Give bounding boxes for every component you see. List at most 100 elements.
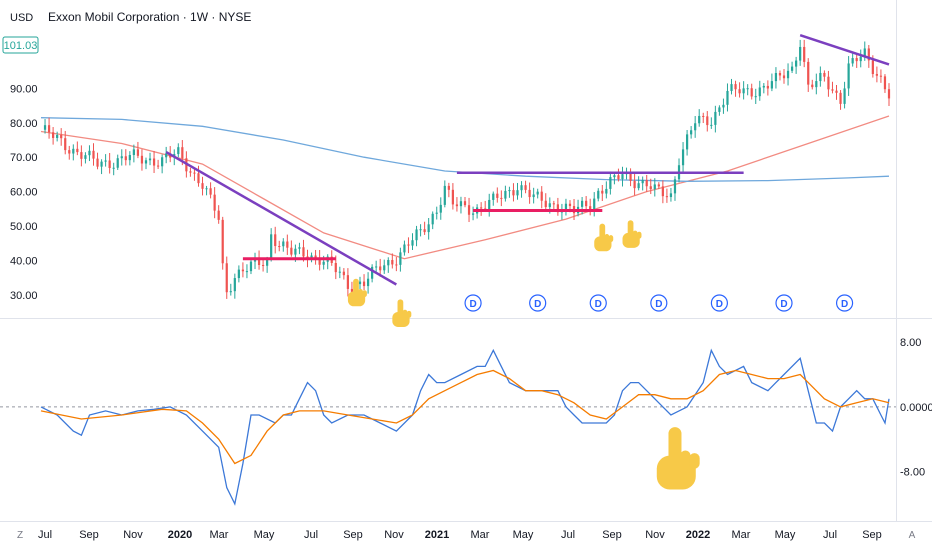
candlestick — [76, 141, 79, 156]
time-tick-label: Sep — [602, 529, 622, 541]
candlestick — [807, 58, 810, 92]
candle-body — [815, 81, 818, 88]
candlestick — [605, 181, 608, 199]
last-price-value: 101.03 — [4, 40, 38, 52]
currency-label: USD — [10, 12, 33, 24]
candlestick — [508, 186, 511, 198]
dividend-circle — [529, 294, 547, 312]
time-tick-label: 2020 — [168, 529, 192, 541]
candlestick — [617, 168, 620, 182]
candle-body — [524, 185, 527, 190]
candle-body — [467, 205, 471, 215]
candle-body — [883, 76, 887, 90]
candlestick — [326, 254, 329, 270]
candlestick — [467, 197, 471, 223]
hand-knuckle — [604, 234, 610, 241]
candle-body — [504, 190, 507, 199]
candlestick — [358, 276, 362, 291]
candlestick — [799, 39, 802, 66]
fast-moving-average-line — [40, 115, 890, 260]
candle-body — [694, 123, 697, 131]
candlestick — [718, 105, 721, 116]
candlestick — [375, 260, 378, 274]
candlestick — [698, 109, 701, 127]
hand-finger — [668, 427, 682, 464]
candle-body — [342, 271, 345, 276]
candlestick — [346, 268, 350, 297]
candlestick — [43, 119, 47, 134]
candlestick — [685, 130, 689, 156]
candlestick — [415, 225, 418, 247]
candlestick — [827, 70, 830, 97]
candle-body — [516, 190, 519, 196]
pointing-hand-icon — [656, 427, 700, 490]
candlestick — [847, 56, 850, 96]
candle-body — [734, 84, 737, 90]
candlestick — [500, 190, 503, 207]
candle-body — [706, 116, 709, 126]
candle-body — [738, 89, 741, 94]
footer-right-label[interactable]: A — [909, 530, 916, 541]
candle-body — [136, 149, 140, 156]
candle-body — [225, 263, 228, 293]
candlestick — [261, 258, 265, 272]
candle-body — [653, 184, 656, 190]
candle-body — [177, 147, 180, 155]
candle-body — [512, 190, 515, 196]
candlestick — [371, 264, 374, 283]
candlestick — [702, 112, 705, 124]
candle-body — [197, 173, 200, 184]
oscillator-hand-marker — [656, 427, 700, 490]
candle-body — [685, 134, 689, 150]
time-tick-label: Jul — [561, 529, 575, 541]
candlestick — [209, 182, 212, 199]
candle-body — [698, 115, 701, 124]
candlestick — [621, 166, 624, 187]
candlestick — [161, 154, 164, 174]
candle-body — [827, 76, 830, 90]
candle-body — [379, 266, 382, 271]
candle-body — [43, 125, 47, 130]
candle-body — [334, 262, 337, 273]
oscillator-pane[interactable]: 8.00 0.0000 -8.00 — [0, 337, 932, 506]
candle-body — [120, 156, 123, 159]
candle-body — [750, 88, 753, 97]
candle-body — [520, 185, 523, 191]
candle-body — [500, 197, 503, 199]
candle-body — [435, 212, 438, 214]
candlestick — [843, 81, 846, 109]
dividend-letter: D — [655, 299, 662, 310]
candlestick — [778, 70, 782, 81]
candlestick — [750, 83, 753, 100]
candle-body — [358, 281, 362, 285]
candlestick — [253, 252, 257, 270]
price-pane[interactable]: 30.00 40.00 50.00 60.00 70.00 80.00 90.00 D D D D… — [10, 33, 891, 327]
candle-body — [350, 288, 354, 292]
time-tick-label: 2021 — [425, 529, 449, 541]
candlestick — [879, 69, 883, 83]
candle-body — [286, 241, 289, 248]
candle-body — [863, 48, 866, 57]
hand-knuckle — [402, 309, 408, 317]
candlestick — [677, 158, 681, 183]
dividend-letter: D — [595, 299, 602, 310]
candlestick — [463, 196, 467, 208]
footer-left-label[interactable]: Z — [17, 530, 23, 541]
candlestick — [576, 199, 580, 217]
candle-body — [140, 155, 144, 164]
candle-body — [532, 194, 535, 198]
candle-body — [189, 171, 192, 173]
candlestick — [637, 176, 640, 191]
candlestick — [403, 240, 406, 256]
candle-body — [403, 244, 406, 253]
dividend-circle — [589, 294, 607, 312]
candle-body — [795, 60, 798, 67]
candle-body — [544, 200, 547, 208]
candle-body — [471, 213, 475, 215]
candlestick — [536, 188, 539, 199]
price-tick-label: 60.00 — [10, 187, 38, 199]
candle-body — [100, 161, 103, 167]
candle-body — [419, 229, 422, 231]
candlestick — [64, 130, 67, 155]
candlestick — [423, 221, 426, 235]
